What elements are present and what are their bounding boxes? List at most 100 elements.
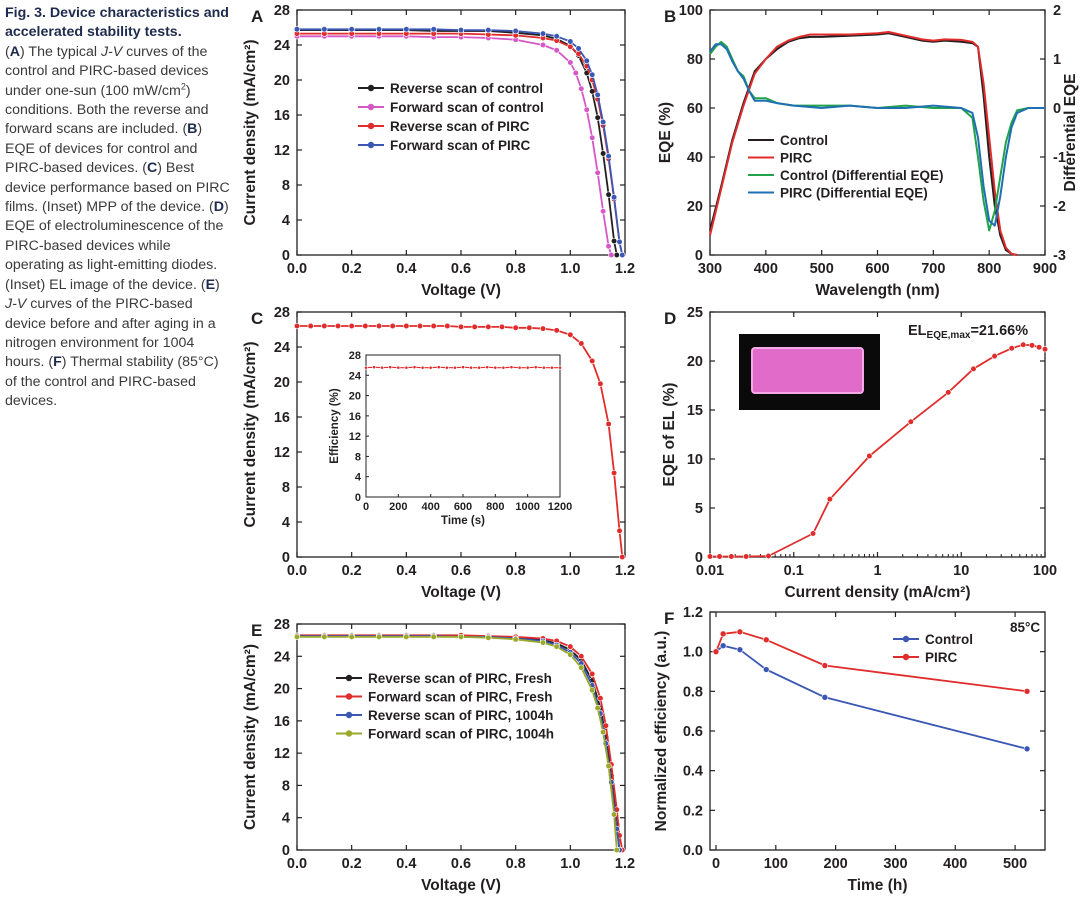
data-point (485, 634, 492, 641)
series-pirc-best-device (293, 322, 626, 561)
y-tick-label: 0.4 (683, 764, 703, 780)
data-point (613, 846, 620, 854)
data-point (821, 662, 829, 669)
series-pirc (712, 628, 1031, 695)
y-axis-label: Current density (mA/cm²) (242, 644, 259, 830)
panel-f: 0 100 200 300 400 500 0.0 0.2 0.4 0.6 0.8 1.0 1.2 Tim… (653, 605, 1046, 894)
data-point (712, 648, 720, 655)
data-point (589, 71, 596, 78)
y-tick-label: 20 (274, 73, 290, 89)
y-tick-label: 8 (282, 778, 290, 794)
y-tick-label: 25 (687, 305, 703, 321)
data-point (1028, 342, 1036, 349)
x-tick-label: 200 (824, 856, 848, 872)
panel-label: C (251, 309, 263, 328)
y-tick-label: 60 (687, 101, 703, 117)
x-tick-label: 0.1 (784, 563, 804, 579)
caption-d: EQE of electroluminescence of the PIRC-b… (5, 218, 224, 293)
data-point (719, 630, 727, 638)
series-line (297, 635, 621, 851)
caption-label-d: D (213, 199, 224, 216)
data-point (600, 729, 607, 736)
inset-y-tick-label: 24 (349, 370, 362, 382)
data-point (388, 365, 393, 370)
data-point (403, 26, 410, 33)
x-tick-label: 100 (764, 856, 788, 872)
data-point (567, 43, 574, 50)
y-tick-label: 28 (274, 3, 290, 19)
data-point (583, 57, 590, 64)
data-point (469, 365, 473, 370)
data-point (541, 365, 546, 370)
el-max-annotation-value: =21.66% (970, 323, 1028, 339)
y2-tick-label: -2 (1053, 199, 1066, 215)
data-point (762, 636, 770, 644)
inset-y-tick-label: 20 (349, 391, 361, 403)
data-point (471, 323, 478, 330)
x-tick-label: 0.8 (506, 563, 526, 579)
data-point (600, 118, 607, 126)
el-max-annotation: ELEQE,max=21.66% (908, 323, 1028, 341)
data-point (736, 628, 744, 636)
data-point (610, 194, 618, 201)
series-line (709, 32, 1018, 256)
data-point (404, 365, 409, 370)
y-tick-label: 8 (282, 178, 290, 194)
legend: Control PIRC (893, 632, 973, 665)
data-point (558, 365, 562, 370)
data-point (553, 47, 560, 54)
data-point (743, 553, 750, 560)
caption-b: EQE of devices for control and PIRC-base… (5, 140, 198, 177)
x-tick-label: 500 (810, 261, 834, 277)
data-point (589, 670, 596, 678)
data-point (1041, 346, 1049, 353)
data-point (970, 365, 977, 372)
y2-tick-label: 2 (1053, 3, 1061, 19)
data-point (375, 322, 383, 330)
data-point (477, 365, 482, 370)
x-tick-label: 100 (1033, 563, 1057, 579)
caption-a-pre: The typical (28, 43, 101, 60)
data-point (293, 26, 301, 33)
data-point (293, 633, 301, 641)
x-tick-label: 1.2 (615, 856, 635, 872)
y-tick-label: 8 (282, 480, 290, 496)
data-point (605, 153, 612, 160)
inset-x-tick-label: 1200 (548, 501, 572, 513)
series-line (297, 35, 613, 256)
caption-label-b: B (187, 121, 198, 138)
data-point (821, 693, 829, 701)
el-image (739, 334, 880, 410)
x-tick-label: 0.6 (451, 563, 471, 579)
data-point (594, 114, 601, 121)
data-point (605, 762, 612, 770)
data-point (493, 365, 498, 370)
data-point (578, 653, 585, 660)
x-tick-label: 0.2 (342, 856, 362, 872)
data-point (553, 33, 560, 40)
data-point (362, 322, 369, 330)
y-tick-label: 12 (274, 746, 290, 762)
x-axis-label: Current density (mA/cm²) (784, 584, 970, 601)
y-tick-label: 4 (282, 213, 290, 229)
x-tick-label: 1.0 (560, 856, 580, 872)
series-reverse-scan-of-pirc-1004h (293, 633, 623, 854)
legend-marker (345, 730, 353, 737)
data-point (567, 651, 574, 658)
caption-label-e: E (205, 276, 216, 293)
y-tick-label: 16 (274, 714, 290, 730)
data-point (594, 704, 601, 712)
legend-label: Forward scan of PIRC (390, 138, 531, 153)
x-tick-label: 400 (754, 261, 778, 277)
x-tick-label: 0.01 (696, 563, 724, 579)
y-tick-label: 0.0 (683, 843, 703, 859)
x-tick-label: 0 (712, 856, 720, 872)
x-tick-label: 600 (865, 261, 889, 277)
data-point (602, 722, 609, 729)
y-tick-label: 0.6 (683, 724, 703, 740)
caption-label-a: A (9, 43, 20, 60)
x-tick-label: 0.8 (506, 261, 526, 277)
series-forward-scan-of-pirc-1004h (293, 633, 620, 854)
y2-tick-label: 0 (1053, 101, 1061, 117)
data-point (498, 323, 506, 330)
